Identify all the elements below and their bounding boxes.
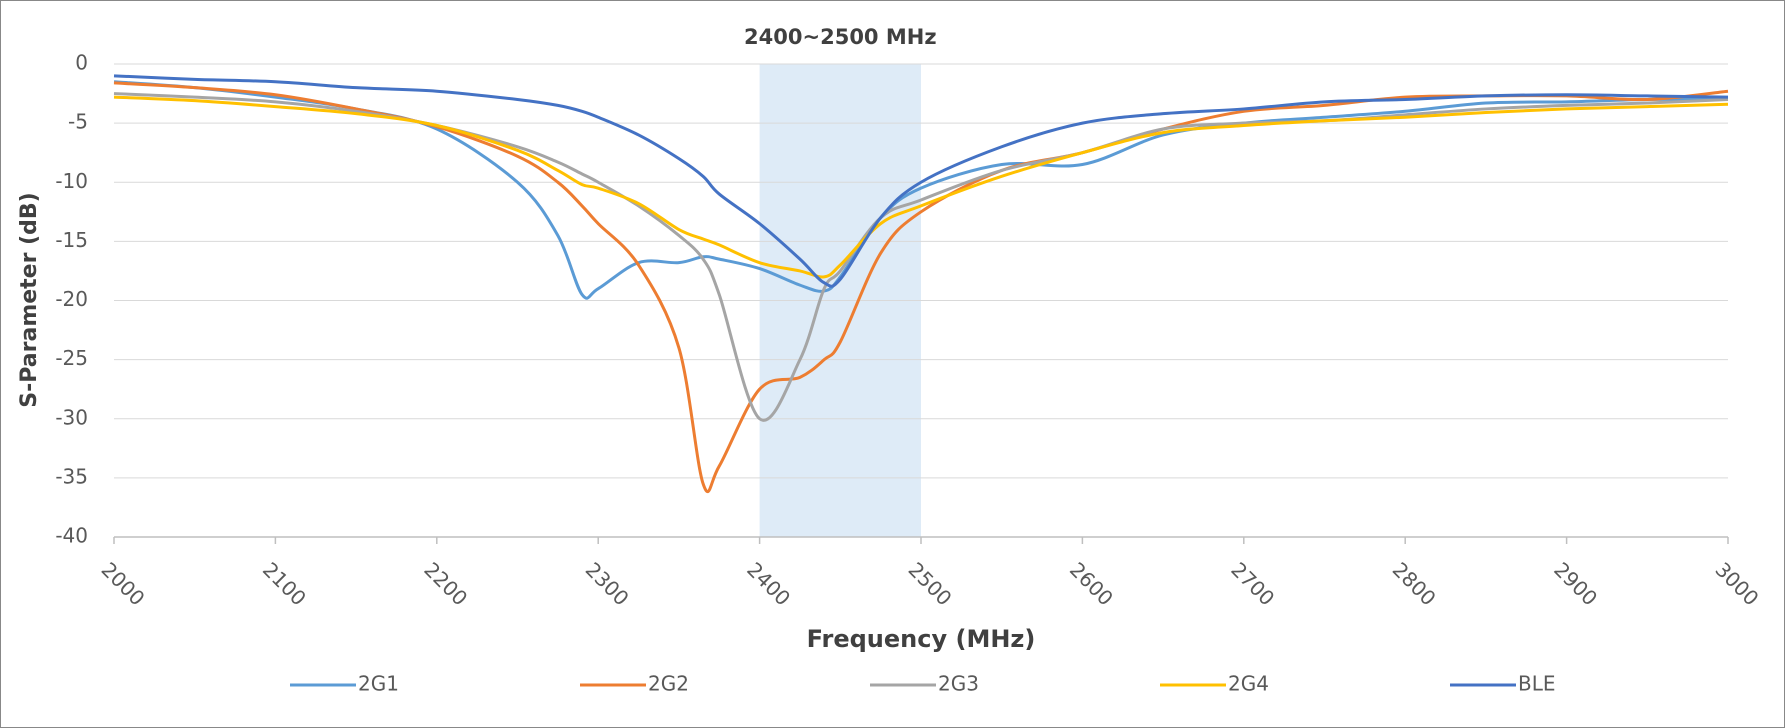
y-tick-label: -30 <box>55 405 88 429</box>
x-axis-label: Frequency (MHz) <box>807 625 1036 653</box>
y-tick-label: -20 <box>55 287 88 311</box>
series-line <box>113 74 1729 288</box>
legend-label: 2G4 <box>1228 672 1269 696</box>
legend-label: 2G3 <box>938 672 979 696</box>
y-tick-label: -5 <box>68 110 88 134</box>
y-tick-label: -35 <box>55 464 88 488</box>
annotation: 2400~2500 MHz <box>744 25 937 49</box>
y-tick-label: 0 <box>75 51 88 75</box>
legend-label: 2G1 <box>358 672 399 696</box>
series-line <box>113 81 1729 494</box>
y-tick-label: -25 <box>55 346 88 370</box>
legend-label: 2G2 <box>648 672 689 696</box>
series-line <box>113 80 1729 300</box>
y-axis-label: S-Parameter (dB) <box>17 192 42 407</box>
legend-label: BLE <box>1518 672 1556 696</box>
y-tick-label: -10 <box>55 169 88 193</box>
series-line <box>113 95 1729 279</box>
y-tick-label: -40 <box>55 524 88 548</box>
y-tick-label: -15 <box>55 228 88 252</box>
